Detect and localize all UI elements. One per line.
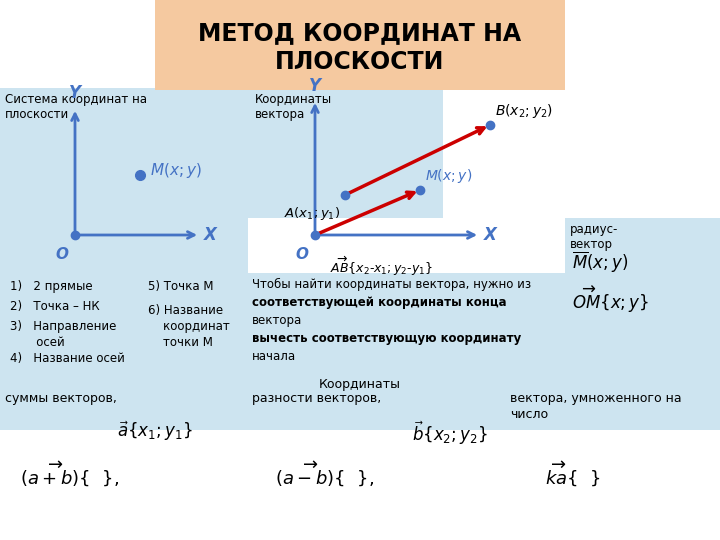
Text: O: O [55, 247, 68, 262]
Text: координат: координат [148, 320, 230, 333]
Text: Y: Y [69, 84, 81, 102]
Text: 5) Точка М: 5) Точка М [148, 280, 214, 293]
Text: X: X [484, 226, 497, 244]
Text: 4)   Название осей: 4) Название осей [10, 352, 125, 365]
Text: разности векторов,: разности векторов, [252, 392, 382, 405]
Bar [248, 273, 720, 403]
Text: 2)   Точка – НК: 2) Точка – НК [10, 300, 99, 313]
Text: Координаты
вектора: Координаты вектора [255, 93, 332, 121]
Text: точки М: точки М [148, 336, 213, 349]
Text: Координаты: Координаты [319, 378, 401, 391]
Bar [0, 88, 248, 273]
Text: $\overrightarrow{ka}\{\ \ \}$: $\overrightarrow{ka}\{\ \ \}$ [545, 460, 600, 489]
Bar [0, 273, 248, 403]
Text: соответствующей координаты конца: соответствующей координаты конца [252, 296, 507, 309]
Text: $M(x;y)$: $M(x;y)$ [150, 160, 202, 179]
Text: $A(x_1;y_1)$: $A(x_1;y_1)$ [284, 205, 340, 222]
Text: Y: Y [309, 77, 321, 95]
Text: 1)   2 прямые: 1) 2 прямые [10, 280, 93, 293]
Text: начала: начала [252, 350, 296, 363]
Text: $(\overrightarrow{a-b})\{\ \ \},$: $(\overrightarrow{a-b})\{\ \ \},$ [275, 460, 374, 489]
Text: радиус-
вектор: радиус- вектор [570, 223, 618, 251]
Bar [155, 0, 565, 90]
Text: $B(x_2;y_2)$: $B(x_2;y_2)$ [495, 102, 553, 120]
Text: вектора, умноженного на
число: вектора, умноженного на число [510, 392, 682, 421]
Text: 6) Название: 6) Название [148, 304, 223, 317]
Text: $\vec{b}\{x_2;y_2\}$: $\vec{b}\{x_2;y_2\}$ [412, 420, 488, 448]
Text: X: X [204, 226, 217, 244]
Text: Система координат на
плоскости: Система координат на плоскости [5, 93, 147, 121]
Text: $M(x;y)$: $M(x;y)$ [425, 167, 472, 185]
Text: $(\overrightarrow{a+b})\{\ \ \},$: $(\overrightarrow{a+b})\{\ \ \},$ [20, 460, 120, 489]
Text: O: O [295, 247, 308, 262]
Text: вектора: вектора [252, 314, 302, 327]
Text: $\vec{a}\{x_1;y_1\}$: $\vec{a}\{x_1;y_1\}$ [117, 420, 193, 443]
Bar [565, 218, 720, 273]
Text: 3)   Направление: 3) Направление [10, 320, 117, 333]
Text: $\overline{M}(x;y)$: $\overline{M}(x;y)$ [572, 250, 629, 275]
Text: осей: осей [10, 336, 65, 349]
Text: $\overrightarrow{AB}\{x_2\text{-}x_1;y_2\text{-}y_1\}$: $\overrightarrow{AB}\{x_2\text{-}x_1;y_2… [330, 255, 433, 278]
Bar [0, 375, 720, 430]
Text: суммы векторов,: суммы векторов, [5, 392, 117, 405]
Bar [248, 88, 443, 218]
Text: вычесть соответствующую координату: вычесть соответствующую координату [252, 332, 521, 345]
Text: МЕТОД КООРДИНАТ НА
ПЛОСКОСТИ: МЕТОД КООРДИНАТ НА ПЛОСКОСТИ [199, 22, 521, 75]
Text: $\overrightarrow{OM}\{x;y\}$: $\overrightarrow{OM}\{x;y\}$ [572, 285, 649, 315]
Text: Чтобы найти координаты вектора, нужно из: Чтобы найти координаты вектора, нужно из [252, 278, 531, 291]
